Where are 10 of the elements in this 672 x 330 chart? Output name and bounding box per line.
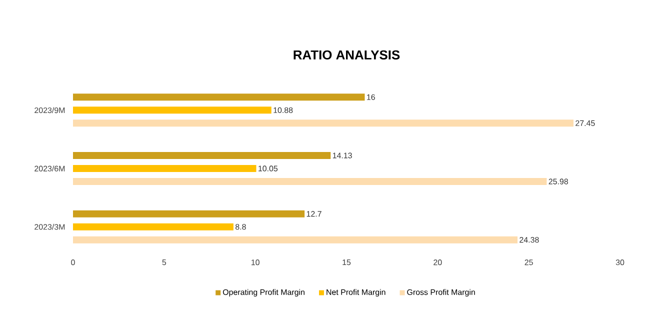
chart-title: RATIO ANALYSIS xyxy=(294,50,400,60)
bar xyxy=(73,120,574,127)
bar xyxy=(73,152,331,159)
bar xyxy=(73,165,256,172)
bar xyxy=(73,106,272,114)
bar xyxy=(73,223,234,230)
bar xyxy=(73,236,518,244)
bar xyxy=(73,94,365,101)
bar xyxy=(73,178,547,185)
bar xyxy=(73,210,305,218)
